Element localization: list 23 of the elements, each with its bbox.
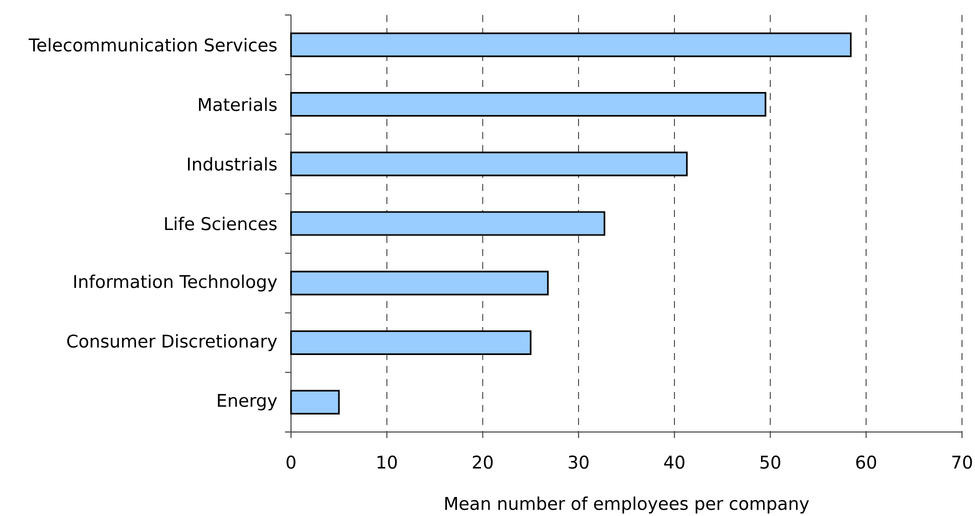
y-tick-label: Life Sciences: [165, 216, 277, 230]
x-tick-label: 60: [856, 456, 876, 469]
bar: [290, 92, 766, 117]
bar: [290, 330, 532, 355]
x-tick-label: 70: [952, 456, 972, 469]
bar: [290, 32, 852, 58]
x-tick-label: 20: [472, 456, 493, 469]
bar: [290, 152, 688, 176]
bar: [290, 270, 549, 296]
x-tick-label: 10: [378, 456, 397, 469]
y-tick-label: Energy: [218, 394, 277, 410]
y-tick-label: Telecommunication Services: [28, 38, 277, 52]
bar: [290, 390, 340, 415]
x-tick-label: 0: [286, 456, 296, 469]
x-tick-label: 50: [760, 456, 780, 469]
bar: [290, 211, 606, 236]
x-tick-label: 30: [568, 456, 589, 469]
y-tick-label: Industrials: [188, 157, 277, 171]
x-axis-title: Mean number of employees per company: [445, 496, 809, 514]
x-tick-label: 40: [664, 456, 684, 469]
y-tick-label: Materials: [198, 98, 277, 112]
y-tick-label: Information Technology: [74, 274, 277, 292]
y-tick-label: Consumer Discretionary: [67, 334, 277, 352]
